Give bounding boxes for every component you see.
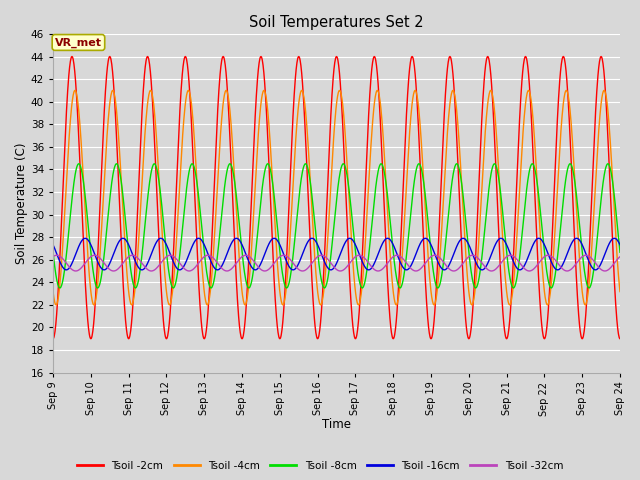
- Legend: Tsoil -2cm, Tsoil -4cm, Tsoil -8cm, Tsoil -16cm, Tsoil -32cm: Tsoil -2cm, Tsoil -4cm, Tsoil -8cm, Tsoi…: [73, 456, 567, 475]
- Y-axis label: Soil Temperature (C): Soil Temperature (C): [15, 143, 28, 264]
- Text: VR_met: VR_met: [55, 37, 102, 48]
- Title: Soil Temperatures Set 2: Soil Temperatures Set 2: [249, 15, 424, 30]
- X-axis label: Time: Time: [322, 419, 351, 432]
